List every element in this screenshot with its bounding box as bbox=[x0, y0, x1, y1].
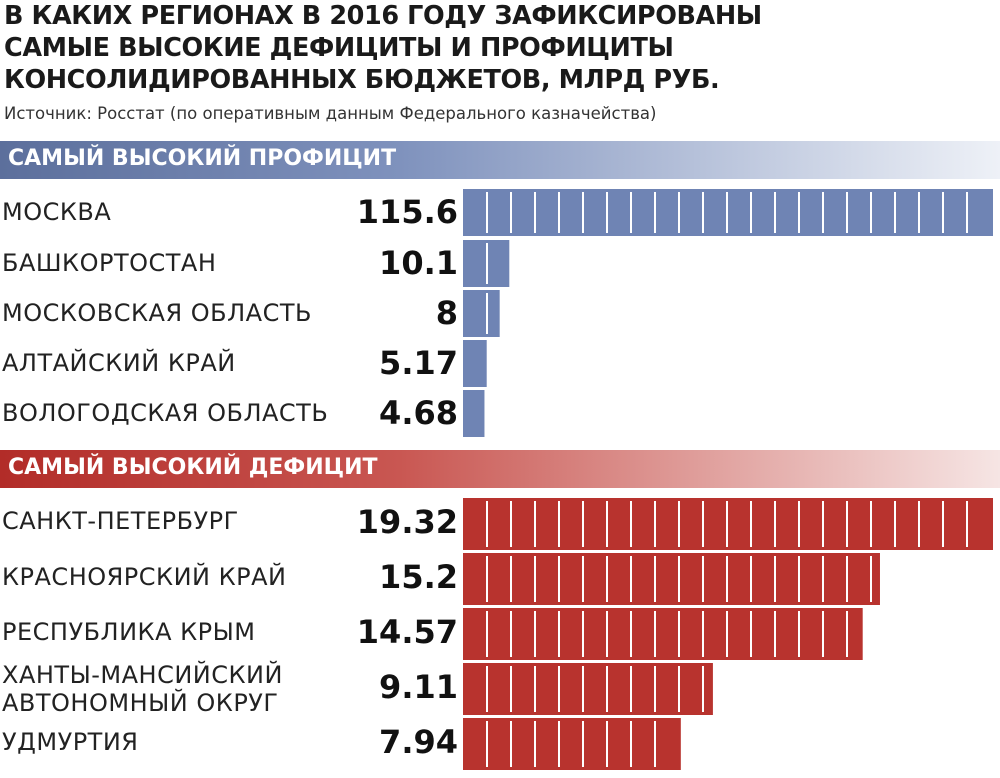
deficit-value-label: 15.2 bbox=[379, 558, 458, 596]
surplus-bar bbox=[463, 390, 485, 437]
chart-title: В КАКИХ РЕГИОНАХ В 2016 ГОДУ ЗАФИКСИРОВА… bbox=[4, 0, 762, 96]
source-note: Источник: Росстат (по оперативным данным… bbox=[4, 104, 657, 123]
deficit-region-label: ХАНТЫ-МАНСИЙСКИЙ АВТОНОМНЫЙ ОКРУГ bbox=[2, 661, 283, 717]
deficit-value-label: 19.32 bbox=[356, 503, 458, 541]
surplus-section-title: САМЫЙ ВЫСОКИЙ ПРОФИЦИТ bbox=[8, 146, 397, 171]
deficit-section-header: САМЫЙ ВЫСОКИЙ ДЕФИЦИТ bbox=[0, 450, 1000, 488]
surplus-value-label: 115.6 bbox=[356, 193, 458, 231]
deficit-value-label: 7.94 bbox=[379, 723, 458, 761]
surplus-value-label: 4.68 bbox=[379, 394, 458, 432]
surplus-value-label: 8 bbox=[435, 294, 458, 332]
deficit-bar bbox=[463, 663, 713, 715]
surplus-value-label: 10.1 bbox=[379, 244, 458, 282]
deficit-bar bbox=[463, 553, 880, 605]
deficit-bar bbox=[463, 608, 863, 660]
surplus-region-label: БАШКОРТОСТАН bbox=[2, 249, 217, 277]
deficit-value-label: 14.57 bbox=[356, 613, 458, 651]
surplus-region-label: ВОЛОГОДСКАЯ ОБЛАСТЬ bbox=[2, 399, 329, 427]
title-line: В КАКИХ РЕГИОНАХ В 2016 ГОДУ ЗАФИКСИРОВА… bbox=[4, 1, 762, 31]
deficit-region-label: УДМУРТИЯ bbox=[2, 728, 139, 756]
title-line: САМЫЕ ВЫСОКИЕ ДЕФИЦИТЫ И ПРОФИЦИТЫ bbox=[4, 33, 674, 63]
surplus-value-label: 5.17 bbox=[379, 344, 458, 382]
surplus-region-label: МОСКВА bbox=[2, 198, 112, 226]
deficit-region-label-line: ХАНТЫ-МАНСИЙСКИЙ bbox=[2, 661, 283, 689]
title-line: КОНСОЛИДИРОВАННЫХ БЮДЖЕТОВ, МЛРД РУБ. bbox=[4, 65, 720, 95]
deficit-region-label: САНКТ-ПЕТЕРБУРГ bbox=[2, 507, 239, 535]
surplus-bar bbox=[463, 290, 500, 337]
deficit-region-label: РЕСПУБЛИКА КРЫМ bbox=[2, 618, 256, 646]
deficit-section-title: САМЫЙ ВЫСОКИЙ ДЕФИЦИТ bbox=[8, 455, 378, 480]
deficit-region-label-line: АВТОНОМНЫЙ ОКРУГ bbox=[2, 689, 279, 717]
deficit-region-label: КРАСНОЯРСКИЙ КРАЙ bbox=[2, 563, 287, 591]
deficit-bar bbox=[463, 718, 681, 770]
surplus-section-header: САМЫЙ ВЫСОКИЙ ПРОФИЦИТ bbox=[0, 141, 1000, 179]
surplus-bar bbox=[463, 340, 487, 387]
surplus-region-label: МОСКОВСКАЯ ОБЛАСТЬ bbox=[2, 299, 312, 327]
surplus-region-label: АЛТАЙСКИЙ КРАЙ bbox=[2, 349, 236, 377]
deficit-value-label: 9.11 bbox=[379, 668, 458, 706]
